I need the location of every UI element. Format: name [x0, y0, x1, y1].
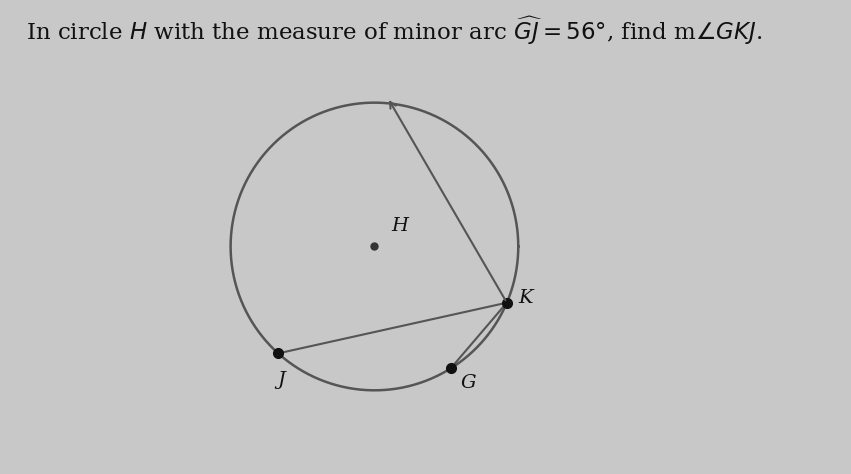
- Text: In circle $\mathit{H}$ with the measure of minor arc $\widehat{GJ}$$= 56°$, find: In circle $\mathit{H}$ with the measure …: [26, 14, 762, 46]
- Text: H: H: [391, 217, 408, 235]
- Text: J: J: [277, 371, 285, 389]
- Text: K: K: [518, 289, 533, 307]
- Text: G: G: [460, 374, 477, 392]
